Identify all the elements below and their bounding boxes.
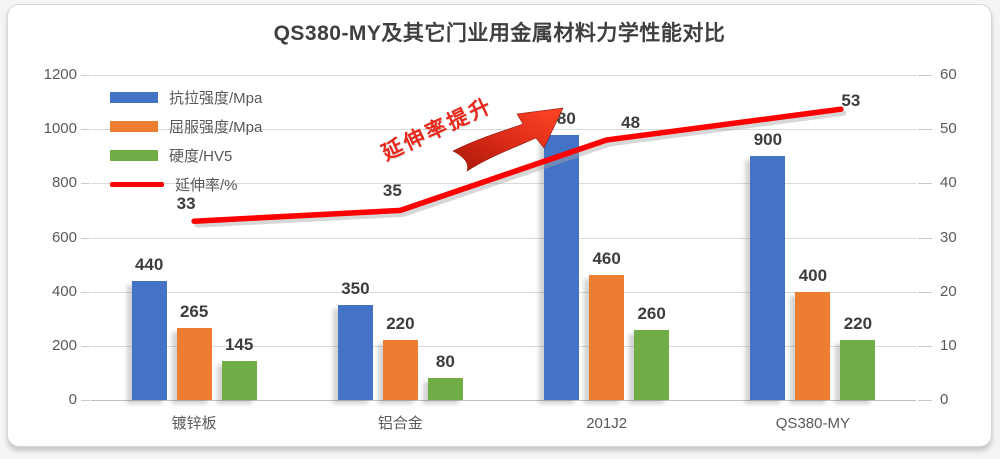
- legend-item: 抗拉强度/Mpa: [110, 83, 262, 112]
- right-tick: [918, 400, 932, 401]
- left-axis-tick-label: 1000: [43, 120, 77, 138]
- legend-item: 延伸率/%: [110, 170, 262, 199]
- legend-bar-swatch-icon: [110, 121, 158, 132]
- left-tick: [81, 75, 90, 76]
- legend-item: 硬度/HV5: [110, 141, 262, 170]
- left-tick: [81, 291, 90, 293]
- up-trend-arrow-icon: [452, 107, 564, 172]
- right-axis-tick-label: 20: [940, 282, 957, 300]
- right-tick: [918, 291, 932, 293]
- bar-value-label: 350: [341, 279, 370, 299]
- line-value-label: 48: [621, 113, 641, 132]
- legend-bar-swatch-icon: [110, 92, 158, 103]
- line-value-label: 33: [176, 194, 196, 214]
- chart-panel: QS380-MY及其它门业用金属材料力学性能对比 0 0 200 10 400 20 600…: [7, 4, 992, 447]
- legend-label: 延伸率/%: [175, 177, 238, 194]
- left-axis-tick-label: 400: [51, 282, 77, 300]
- bar-value-label: 900: [753, 130, 783, 150]
- left-axis-tick-label: 1200: [43, 66, 77, 83]
- bar-value-label: 145: [224, 334, 254, 354]
- bar-yield: [382, 340, 418, 400]
- line-value-label: 53: [841, 90, 861, 110]
- left-tick: [81, 345, 90, 347]
- legend-label: 抗拉强度/Mpa: [169, 90, 263, 107]
- bar-hardness: [221, 360, 257, 400]
- right-axis-tick-label: 40: [940, 174, 957, 192]
- category-label: 铝合金: [377, 415, 423, 432]
- bar-tensile: [131, 280, 167, 400]
- bar-hardness: [634, 329, 670, 400]
- bar-value-label: 440: [134, 254, 164, 274]
- right-tick: [918, 345, 932, 347]
- bar-value-label: 460: [592, 249, 621, 269]
- bar-value-label: 265: [179, 302, 209, 322]
- left-tick: [81, 400, 90, 401]
- bar-value-label: 260: [637, 303, 666, 323]
- right-axis-tick-label: 30: [940, 228, 957, 246]
- right-axis-tick-label: 10: [940, 336, 957, 354]
- bar-hardness: [427, 378, 463, 400]
- right-axis-tick-label: 0: [940, 391, 949, 408]
- right-tick: [918, 237, 932, 239]
- bar-value-label: 220: [843, 314, 873, 334]
- legend-bar-swatch-icon: [110, 150, 158, 161]
- bar-yield: [795, 291, 831, 400]
- left-axis-tick-label: 200: [51, 336, 77, 354]
- gridline: [91, 237, 916, 239]
- right-tick: [918, 75, 932, 76]
- gridline: [91, 75, 916, 76]
- gridline: [91, 291, 916, 293]
- bar-value-label: 80: [435, 352, 455, 372]
- line-value-label: 35: [382, 181, 402, 201]
- bar-hardness: [840, 340, 876, 400]
- bar-value-label: 400: [798, 265, 828, 285]
- bar-yield: [589, 275, 625, 400]
- right-tick: [918, 129, 932, 131]
- left-axis-tick-label: 600: [51, 228, 77, 246]
- right-tick: [918, 183, 932, 185]
- legend-item: 屈服强度/Mpa: [110, 112, 262, 141]
- legend-line-swatch-icon: [110, 182, 164, 187]
- right-axis-tick-label: 60: [940, 66, 957, 83]
- legend-label: 硬度/HV5: [169, 148, 233, 165]
- gridline: [91, 400, 916, 401]
- legend: 抗拉强度/Mpa 屈服强度/Mpa 硬度/HV5 延伸率/%: [110, 83, 262, 199]
- left-axis-tick-label: 800: [51, 174, 77, 192]
- gridline: [91, 345, 916, 347]
- left-tick: [81, 129, 90, 131]
- category-label: QS380-MY: [775, 415, 850, 432]
- plot-area: 0 0 200 10 400 20 600 30 800 40 1000 50 1200 60 镀锌板 铝合金…: [8, 5, 991, 446]
- bar-yield: [176, 328, 212, 400]
- left-tick: [81, 237, 90, 239]
- bar-tensile: [337, 305, 373, 400]
- legend-label: 屈服强度/Mpa: [169, 119, 263, 136]
- left-tick: [81, 183, 90, 185]
- chart-title: QS380-MY及其它门业用金属材料力学性能对比: [273, 22, 726, 45]
- right-axis-tick-label: 50: [940, 120, 957, 138]
- category-label: 201J2: [586, 415, 628, 432]
- category-label: 镀锌板: [171, 415, 217, 432]
- left-axis-tick-label: 0: [68, 391, 77, 408]
- bar-value-label: 220: [386, 314, 415, 334]
